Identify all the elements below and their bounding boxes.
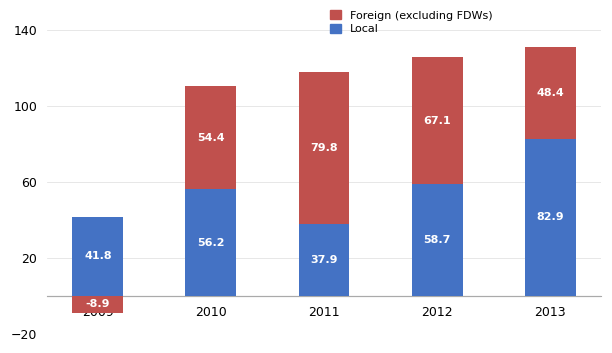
Bar [299,72,349,224]
Bar [72,216,123,296]
Bar [185,189,236,296]
Bar [412,57,463,185]
Text: 54.4: 54.4 [197,133,225,143]
Text: 56.2: 56.2 [197,238,225,247]
Bar [185,86,236,189]
Text: 58.7: 58.7 [424,235,451,245]
Bar [299,224,349,296]
Text: 67.1: 67.1 [424,116,451,126]
Bar [525,138,576,296]
Text: 79.8: 79.8 [310,143,338,153]
Text: 48.4: 48.4 [536,88,564,97]
Bar [525,47,576,138]
Legend: Foreign (excluding FDWs), Local: Foreign (excluding FDWs), Local [330,10,492,35]
Text: 37.9: 37.9 [310,255,338,265]
Text: 82.9: 82.9 [537,212,564,222]
Text: 41.8: 41.8 [84,251,111,261]
Bar [412,185,463,296]
Bar [72,296,123,313]
Text: -8.9: -8.9 [86,299,110,309]
